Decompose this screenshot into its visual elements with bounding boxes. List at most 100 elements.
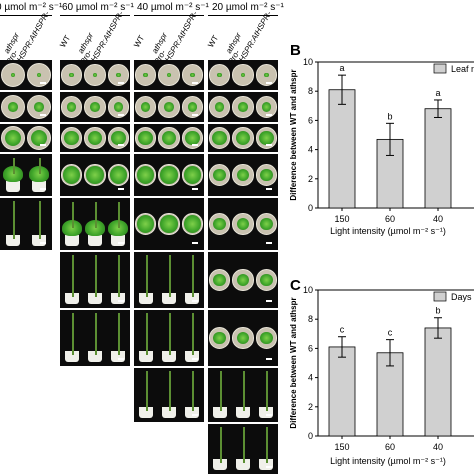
plant-rosette [64,130,80,146]
plant-rosette [259,217,273,231]
plant-photo [208,92,278,122]
plant-rosette [238,102,248,112]
plant-photo [134,154,204,196]
petri-dish [209,327,231,349]
petri-dish [1,95,25,119]
flower-stem [71,255,74,297]
plant-photo [134,198,204,250]
plant-photo [208,252,278,308]
scale-bar [192,242,198,244]
plant-rosette [63,166,81,184]
scale-bar [266,466,272,468]
genotype-label: WT [206,33,221,49]
petri-dish [1,63,25,87]
x-tick-label: 60 [385,442,395,452]
petri-dish [232,213,254,235]
significance-letter: c [388,328,393,338]
plant-photo [134,310,204,366]
plant-pot [64,351,79,362]
petri-dish [84,127,106,149]
petri-dish [255,327,277,349]
petri-dish [84,96,106,118]
petri-dish [181,213,203,235]
plant-rosette [213,331,227,345]
petri-dish [84,64,106,86]
petri-dish [107,164,129,186]
plant-rosette [263,72,269,78]
scale-bar [192,144,198,146]
plant-pot [88,235,102,246]
flower-stem [243,427,245,463]
scale-bar [192,82,198,84]
plant-pot [212,459,227,470]
plant-pot [212,407,227,418]
plant-pot [236,407,250,418]
column-header-rule-3 [208,15,278,16]
plant-rosette [113,102,124,112]
scale-bar [118,242,124,244]
plant-rosette [236,217,250,231]
plant-rosette [160,215,178,233]
plant-pot [185,293,200,304]
petri-dish [181,64,203,86]
significance-letter: c [340,325,345,335]
y-tick-label: 10 [303,285,313,295]
petri-dish [255,64,277,86]
plant-rosette [259,273,273,287]
plant-rosette [137,166,155,184]
petri-dish [158,164,180,186]
petri-dish [255,164,277,186]
plant-photo [0,198,52,250]
plant-photo [208,154,278,196]
plant-rosette [164,102,174,112]
plant-pot [88,293,102,304]
plant-rosette [138,130,154,146]
bar [328,89,356,209]
plant-rosette [92,72,98,78]
genotype-label: WT [58,33,73,49]
column-header-1: 60 µmol m⁻² s⁻¹ [62,2,134,13]
petri-dish [27,126,51,150]
flower-stem [145,255,148,297]
petri-dish [181,96,203,118]
plant-pot [162,351,176,362]
flower-stem [219,427,222,463]
flower-stem [169,371,171,411]
petri-dish [61,127,83,149]
y-tick-label: 0 [308,203,313,213]
petri-dish [232,96,254,118]
flower-stem [118,202,121,228]
petri-dish [181,164,203,186]
flower-stem [145,313,148,355]
plant-rosette [36,72,42,78]
flower-stem [39,158,41,174]
column-header-3: 20 µmol m⁻² s⁻¹ [212,2,284,13]
scale-bar [40,188,46,190]
plant-rosette [29,166,49,182]
x-axis-label: Light intensity (µmol m⁻² s⁻¹) [330,456,446,466]
petri-dish [135,127,157,149]
plant-rosette [61,220,82,236]
petri-dish [209,213,231,235]
petri-dish [1,126,25,150]
x-tick-label: 150 [334,214,349,224]
flower-stem [13,158,15,174]
petri-dish [135,164,157,186]
plant-pot [111,235,126,246]
plant-photo [60,252,130,308]
plant-rosette [184,130,200,146]
plant-rosette [259,168,273,182]
bar [376,352,404,437]
plant-rosette [31,130,47,146]
bar [424,327,452,437]
petri-dish [255,269,277,291]
flower-stem [169,313,171,355]
x-tick-label: 40 [433,442,443,452]
plant-rosette [3,166,23,182]
plant-rosette [108,220,129,236]
plant-pot [138,351,153,362]
scale-bar [266,188,272,190]
plant-rosette [240,72,246,78]
plant-rosette [183,166,201,184]
x-tick-label: 40 [433,214,443,224]
